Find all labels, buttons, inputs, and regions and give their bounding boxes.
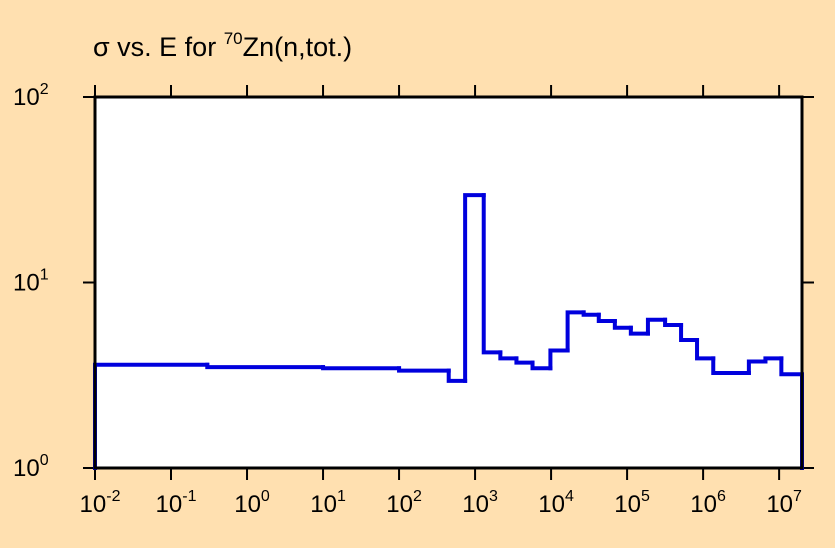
step-segment	[463, 193, 486, 383]
step-segment	[321, 365, 402, 371]
title-rest: Zn(n,tot.)	[243, 32, 353, 62]
x-tick-base: 10	[156, 491, 183, 518]
step-segment	[711, 356, 751, 376]
step-segment	[565, 310, 586, 353]
step-segment	[763, 356, 784, 364]
x-tick-exponent: -2	[106, 488, 120, 505]
x-tick-exponent: -1	[182, 488, 196, 505]
step-segment	[514, 356, 535, 365]
step-segment	[205, 362, 326, 370]
y-tick-base: 10	[13, 270, 40, 297]
x-tick-base: 10	[690, 491, 717, 518]
plot-area	[95, 97, 802, 468]
y-tick-label: 100	[13, 452, 49, 482]
step-segment	[645, 317, 668, 336]
x-tick-base: 10	[538, 491, 565, 518]
x-tick-label: 106	[690, 488, 726, 518]
x-tick-exponent: 5	[641, 488, 650, 505]
y-tick-base: 10	[13, 84, 40, 111]
x-tick-label: 105	[614, 488, 650, 518]
x-tick-exponent: 0	[261, 488, 270, 505]
x-tick-base: 10	[310, 491, 337, 518]
x-tick-exponent: 1	[337, 488, 346, 505]
x-tick-exponent: 3	[489, 488, 498, 505]
x-tick-exponent: 7	[793, 488, 802, 505]
step-segment	[746, 359, 768, 376]
x-tick-exponent: 4	[565, 488, 574, 505]
step-segment	[695, 337, 716, 361]
step-segment	[481, 193, 503, 355]
y-tick-exponent: 0	[40, 452, 49, 469]
x-tick-label: 10-1	[156, 488, 197, 518]
x-tick-exponent: 6	[717, 488, 726, 505]
step-segment	[612, 319, 633, 330]
step-segment	[397, 366, 451, 373]
chart-title: σ vs. E for 70Zn(n,tot.)	[93, 29, 352, 62]
step-segment	[596, 312, 617, 324]
y-tick-exponent: 1	[40, 267, 49, 284]
title-text: σ vs. E for	[93, 32, 224, 62]
x-tick-base: 10	[614, 491, 641, 518]
step-segment	[498, 350, 519, 361]
step-segment	[679, 323, 700, 342]
x-tick-base: 10	[462, 491, 489, 518]
step-segment	[530, 360, 553, 371]
x-tick-label: 103	[462, 488, 498, 518]
x-tick-label: 101	[310, 488, 346, 518]
x-tick-label: 104	[538, 488, 574, 518]
plot-frame	[93, 95, 804, 470]
y-tick-label: 101	[13, 267, 49, 297]
x-tick-base: 10	[234, 491, 261, 518]
x-tick-label: 107	[766, 488, 802, 518]
x-tick-base: 10	[80, 491, 107, 518]
title-superscript: 70	[224, 29, 243, 48]
x-tick-base: 10	[386, 491, 413, 518]
step-segment	[663, 317, 684, 328]
step-segment	[628, 325, 650, 336]
x-tick-label: 10-2	[80, 488, 121, 518]
x-tick-label: 102	[386, 488, 422, 518]
x-tick-exponent: 2	[413, 488, 422, 505]
y-tick-exponent: 2	[40, 81, 49, 98]
step-segment	[548, 348, 570, 371]
y-tick-base: 10	[13, 455, 40, 482]
step-segment	[446, 368, 468, 383]
x-tick-base: 10	[766, 491, 793, 518]
y-tick-label: 102	[13, 81, 49, 111]
step-segment	[581, 310, 601, 317]
x-tick-label: 100	[234, 488, 270, 518]
